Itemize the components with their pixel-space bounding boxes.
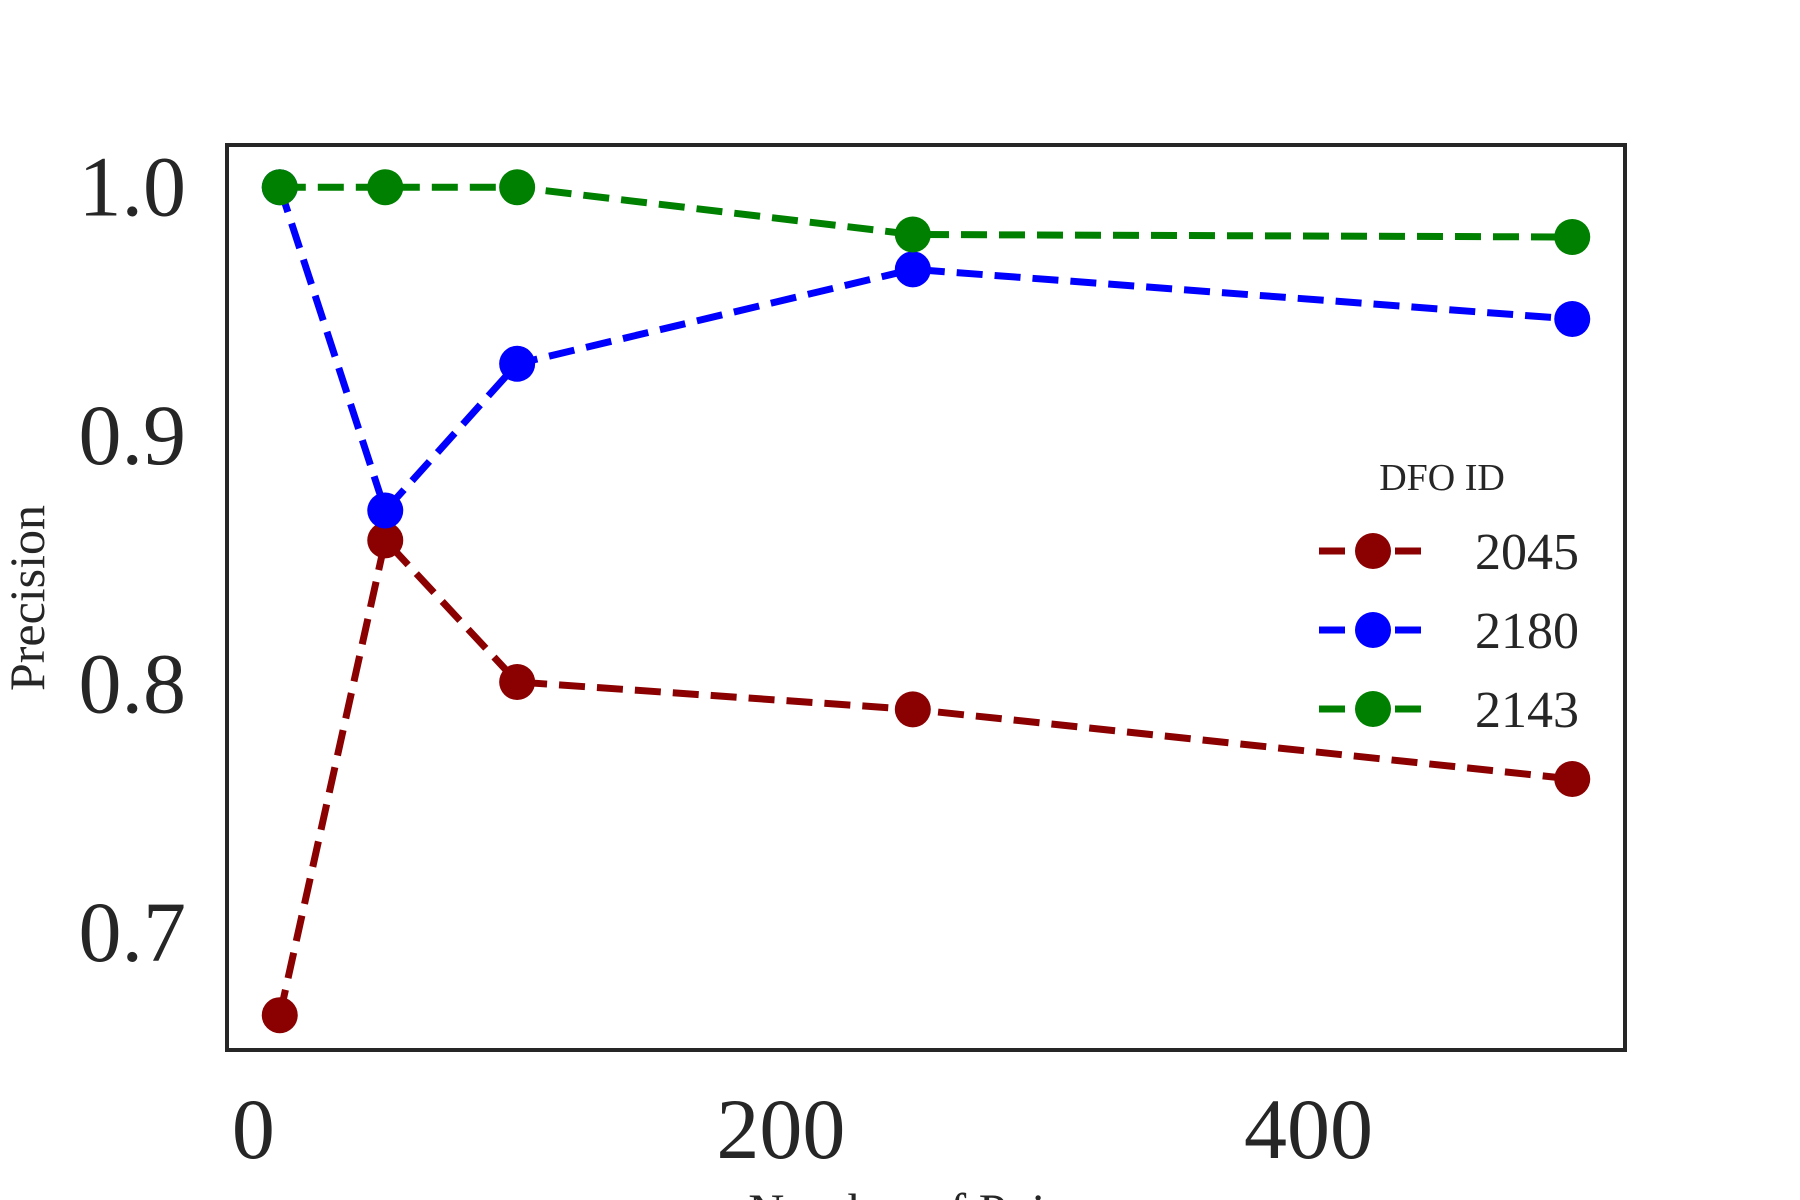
data-point-2045 [367, 522, 404, 559]
data-point-2143 [894, 216, 931, 253]
data-point-2143 [261, 169, 298, 206]
x-tick-label: 400 [1244, 1081, 1373, 1177]
legend-marker-2143 [1355, 691, 1391, 727]
data-point-2143 [1554, 218, 1591, 255]
legend-label-2180: 2180 [1475, 603, 1579, 660]
y-axis-title: Precision [0, 505, 55, 691]
y-tick-label: 0.7 [79, 884, 187, 980]
legend-label-2143: 2143 [1475, 682, 1579, 739]
tick-labels: 0 200 400 0.7 0.8 0.9 1.0 [79, 138, 1373, 1177]
y-tick-label: 0.8 [79, 636, 187, 732]
chart-marks [261, 169, 1591, 1034]
plot-frame [225, 143, 1627, 1052]
legend-marker-2045 [1355, 533, 1391, 569]
x-tick-label: 200 [716, 1081, 845, 1177]
y-tick-label: 1.0 [79, 138, 187, 234]
data-point-2045 [894, 691, 931, 728]
legend-label-2045: 2045 [1475, 524, 1579, 581]
data-point-2045 [261, 997, 298, 1034]
legend-marker-2180 [1355, 612, 1391, 648]
data-point-2143 [499, 169, 536, 206]
data-point-2180 [367, 492, 404, 529]
data-point-2045 [499, 664, 536, 701]
data-point-2180 [499, 345, 536, 382]
series-line-2045 [276, 536, 1573, 1016]
x-tick-label: 0 [232, 1081, 275, 1177]
data-point-2180 [894, 251, 931, 288]
legend-title: DFO ID [1379, 457, 1505, 499]
data-point-2143 [367, 169, 404, 206]
data-point-2045 [1554, 760, 1591, 797]
x-axis-title: Number of Points [748, 1183, 1104, 1200]
data-point-2180 [1554, 301, 1591, 338]
y-tick-label: 0.9 [79, 387, 187, 483]
legend: DFO ID 2045 2180 2143 [1319, 457, 1579, 739]
